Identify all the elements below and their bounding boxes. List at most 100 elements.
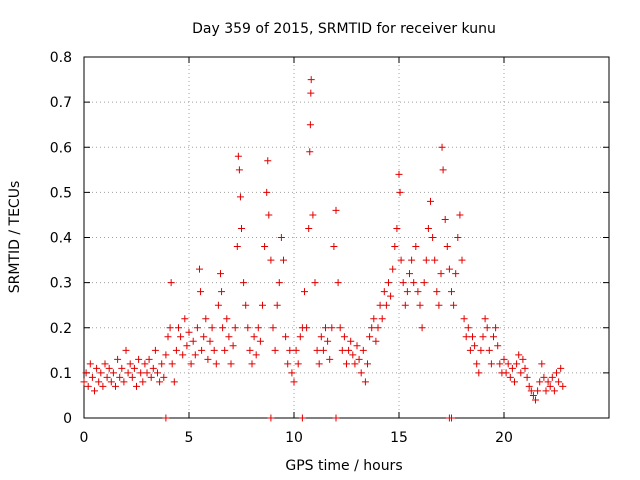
data-point [286, 346, 294, 354]
data-point [267, 256, 275, 264]
data-point [154, 369, 161, 377]
data-point [374, 324, 382, 332]
data-point [332, 206, 340, 214]
data-point [460, 315, 468, 323]
data-point [353, 342, 361, 350]
data-point [429, 234, 437, 241]
data-point [424, 224, 432, 232]
data-point [114, 355, 122, 363]
data-point [212, 360, 220, 368]
data-point [542, 387, 550, 395]
data-point [288, 369, 296, 377]
data-point [292, 346, 300, 354]
data-point [454, 234, 462, 241]
data-point [448, 288, 455, 296]
data-point [435, 301, 443, 309]
data-point [133, 382, 140, 390]
data-point [221, 346, 229, 354]
data-point [441, 215, 449, 223]
data-point [271, 346, 279, 354]
data-point [259, 301, 266, 309]
data-point [273, 301, 281, 309]
data-point [149, 364, 157, 372]
data-point [196, 265, 203, 273]
data-point [506, 373, 514, 381]
data-point [147, 373, 155, 381]
data-point [450, 301, 458, 309]
data-point [208, 324, 216, 332]
data-point [242, 301, 250, 309]
data-point [227, 360, 235, 368]
data-point [252, 351, 260, 359]
data-point [464, 324, 472, 332]
data-point [130, 364, 138, 372]
data-point [306, 148, 314, 156]
y-axis-label: SRMTID / TECUs [7, 181, 23, 294]
y-tick-label: 0.3 [50, 276, 72, 292]
data-point [168, 360, 176, 368]
data-point [162, 351, 170, 359]
data-point [475, 369, 483, 377]
data-point [313, 346, 321, 354]
data-point [359, 346, 367, 354]
data-point [277, 234, 285, 241]
data-point [326, 355, 334, 363]
data-point [181, 315, 189, 323]
data-point [122, 346, 130, 354]
y-tick-label: 0.8 [50, 50, 72, 66]
data-point [294, 360, 302, 368]
data-point [282, 333, 290, 341]
data-point [105, 364, 113, 372]
data-point [385, 279, 392, 287]
y-tick-labels: 0 0.1 0.2 0.3 0.4 0.5 0.6 0.7 0.8 [50, 50, 72, 427]
data-point [124, 369, 132, 377]
data-point [439, 166, 447, 174]
data-point [387, 292, 395, 300]
data-point [167, 279, 175, 287]
data-point [532, 396, 539, 404]
data-point [504, 360, 512, 368]
data-point [445, 265, 453, 273]
data-point [555, 378, 563, 386]
data-point [298, 414, 306, 422]
data-point [202, 315, 210, 323]
data-point [84, 382, 92, 390]
data-point [414, 288, 422, 296]
data-point [382, 301, 390, 309]
data-point [550, 387, 558, 395]
data-point [372, 337, 380, 345]
data-point [284, 360, 292, 368]
data-point [103, 373, 111, 381]
data-point [519, 355, 527, 363]
data-point [438, 143, 446, 151]
data-point [248, 360, 256, 368]
data-point [406, 270, 413, 278]
data-point [322, 324, 329, 332]
y-tick-label: 0.4 [50, 231, 72, 247]
data-point [175, 324, 182, 332]
data-point [128, 373, 136, 381]
data-point [187, 360, 195, 368]
data-point [521, 364, 529, 372]
data-point [156, 378, 164, 386]
data-point [347, 337, 355, 345]
data-point [389, 265, 397, 273]
data-point [141, 360, 149, 368]
data-point [559, 382, 567, 390]
data-point [517, 369, 525, 377]
data-point [370, 315, 378, 323]
data-point [235, 166, 243, 174]
data-point [307, 76, 315, 84]
data-point [485, 346, 493, 354]
data-point [267, 414, 275, 422]
data-point [315, 360, 323, 368]
data-point [511, 378, 518, 386]
data-point [109, 369, 117, 377]
y-tick-label: 0.2 [50, 321, 72, 337]
data-point [396, 188, 404, 196]
data-point [244, 324, 252, 332]
data-point [101, 360, 109, 368]
data-point [502, 369, 510, 377]
data-point [240, 279, 248, 287]
data-point [225, 333, 233, 341]
